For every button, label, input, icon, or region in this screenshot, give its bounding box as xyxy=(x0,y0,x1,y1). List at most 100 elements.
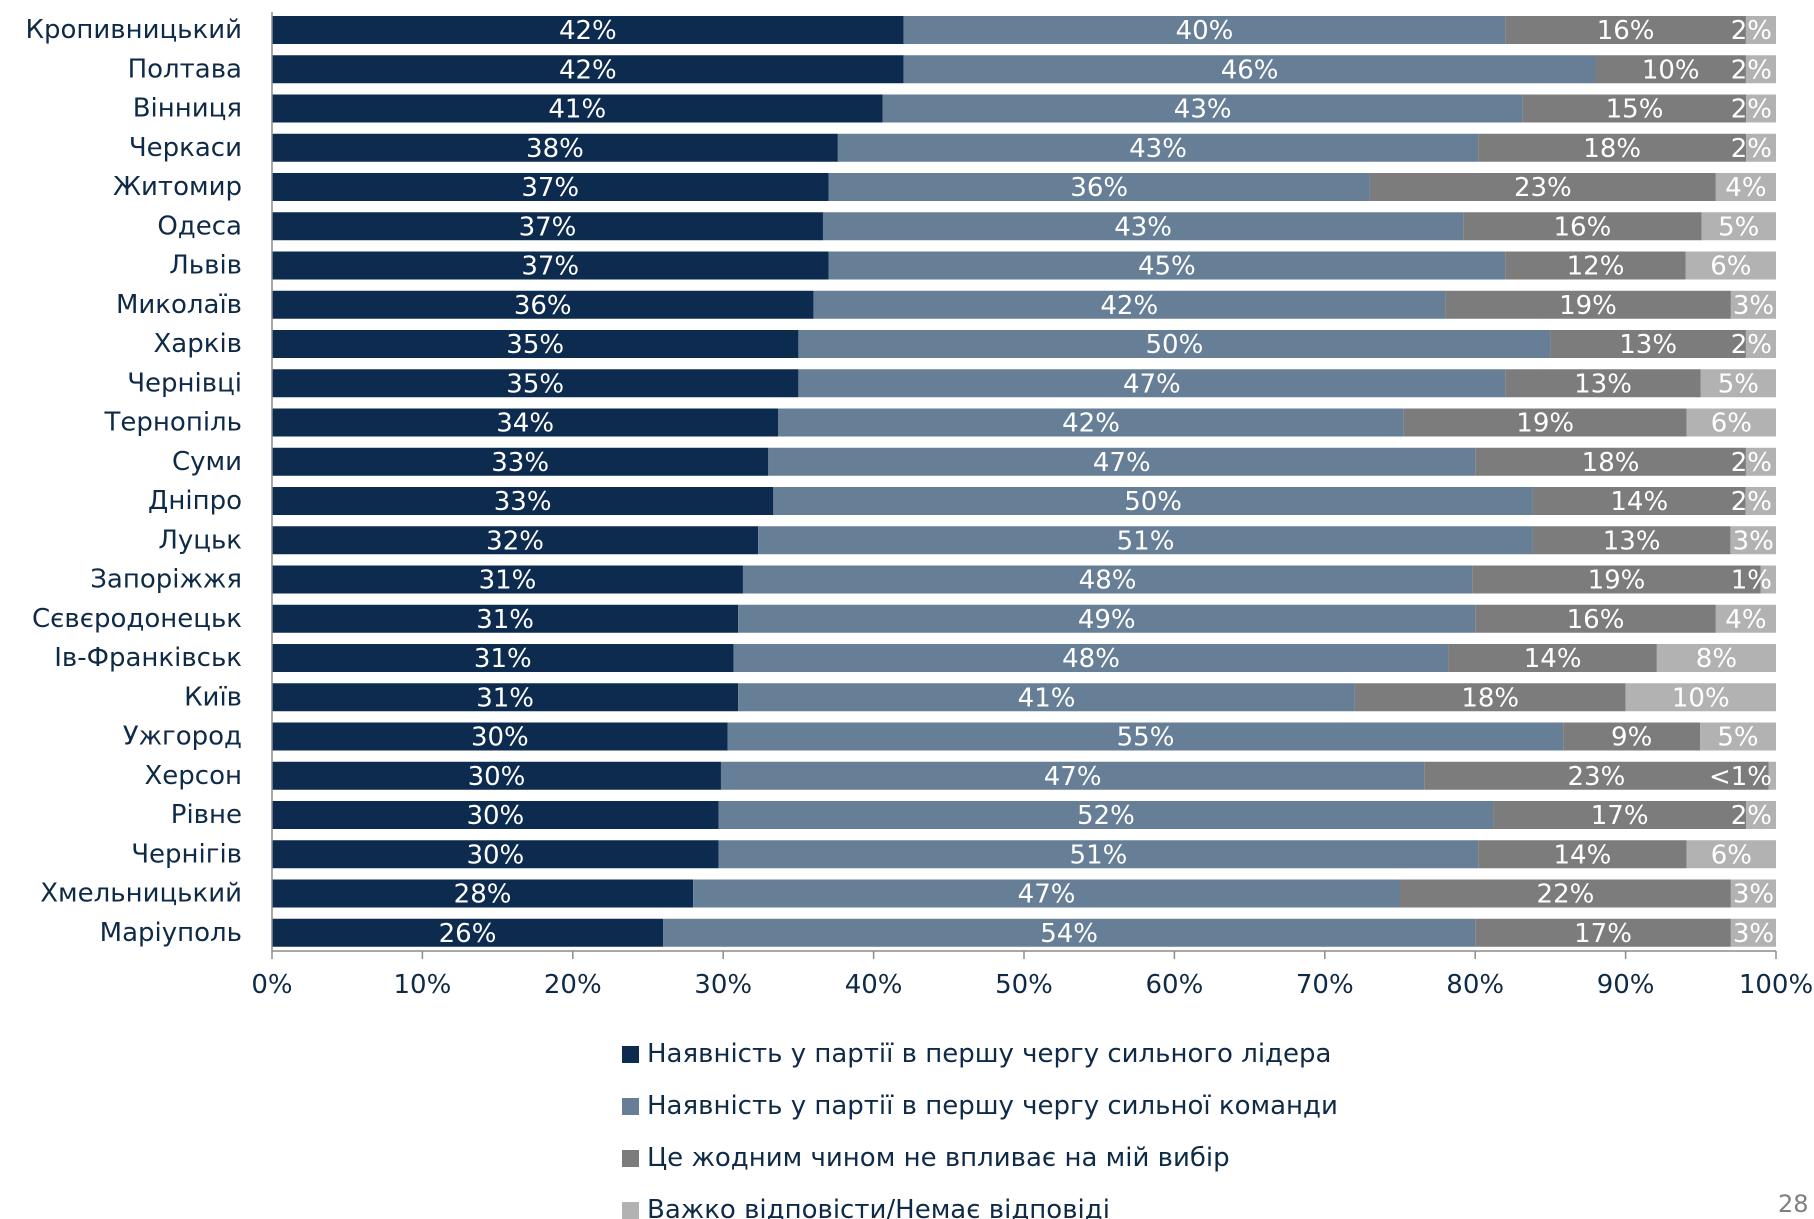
data-label: 19% xyxy=(1559,291,1617,321)
category-label: Рівне xyxy=(171,800,242,830)
bar-segment-team xyxy=(903,55,1596,84)
data-label: 41% xyxy=(548,95,606,125)
bar-segment-team xyxy=(773,487,1533,515)
legend-swatch-hard-to-answer xyxy=(622,1201,639,1219)
category-label: Миколаїв xyxy=(116,290,242,320)
data-label: 48% xyxy=(1062,644,1120,674)
bar-segment-no-influence xyxy=(1445,290,1731,319)
bar-segment-hard-to-answer xyxy=(1768,761,1776,790)
category-label: Херсон xyxy=(144,761,242,791)
bar-segment-no-influence xyxy=(1532,526,1731,555)
data-label: 2% xyxy=(1731,134,1772,164)
category-label: Чернівці xyxy=(127,368,242,398)
data-label: 4% xyxy=(1725,173,1766,203)
data-label: 23% xyxy=(1568,762,1626,792)
bar-segment-team xyxy=(798,369,1506,398)
bar-segment-no-influence xyxy=(1463,212,1702,241)
bar-segment-leader xyxy=(272,16,904,44)
data-label: 48% xyxy=(1079,566,1137,596)
data-label: 5% xyxy=(1717,723,1758,753)
bar-segment-hard-to-answer xyxy=(1700,722,1776,751)
data-label: 8% xyxy=(1696,644,1737,674)
data-label: 19% xyxy=(1588,566,1646,596)
bar-segment-hard-to-answer xyxy=(1700,369,1776,398)
data-label: 13% xyxy=(1574,369,1632,399)
legend-swatch-team xyxy=(622,1097,639,1115)
data-label: 42% xyxy=(559,16,617,46)
bar-segment-hard-to-answer xyxy=(1746,94,1776,123)
bar-segment-team xyxy=(882,94,1523,123)
data-label: 5% xyxy=(1718,212,1759,242)
data-label: 55% xyxy=(1117,723,1175,753)
data-label: 40% xyxy=(1176,16,1234,46)
bar-segment-leader xyxy=(272,447,769,476)
data-label: 22% xyxy=(1537,880,1595,910)
legend-swatch-leader xyxy=(622,1045,639,1063)
bar-segment-leader xyxy=(272,133,838,162)
bar-segment-no-influence xyxy=(1505,16,1746,44)
bar-segment-no-influence xyxy=(1472,565,1761,594)
bar-segment-no-influence xyxy=(1424,761,1769,790)
legend-item-team: Наявність у партії в першу чергу сильної… xyxy=(622,1080,1522,1132)
bar-segment-hard-to-answer xyxy=(1746,801,1776,829)
bar-segment-team xyxy=(718,801,1494,829)
bar-segment-leader xyxy=(272,290,814,319)
bar-segment-leader xyxy=(272,487,774,515)
bar-segment-hard-to-answer xyxy=(1701,212,1776,241)
bar-segment-team xyxy=(903,16,1506,44)
data-label: 36% xyxy=(1070,173,1128,203)
data-label: 34% xyxy=(496,409,554,439)
bar-segment-leader xyxy=(272,801,719,829)
category-label: Житомир xyxy=(113,172,242,202)
data-label: 14% xyxy=(1524,644,1582,674)
data-label: 6% xyxy=(1711,840,1752,870)
category-label: Вінниця xyxy=(133,94,242,124)
bar-segment-team xyxy=(778,408,1404,437)
bar-segment-team xyxy=(742,565,1473,594)
data-label: 10% xyxy=(1642,55,1700,85)
bar-segment-team xyxy=(828,251,1506,280)
bar-segment-hard-to-answer xyxy=(1686,408,1776,437)
bar-segment-no-influence xyxy=(1595,55,1746,84)
data-label: 3% xyxy=(1733,526,1774,556)
data-label: 5% xyxy=(1718,369,1759,399)
data-label: 33% xyxy=(491,448,549,478)
category-label: Ужгород xyxy=(123,722,242,752)
bar-segment-no-influence xyxy=(1369,173,1716,201)
bar-segment-hard-to-answer xyxy=(1745,55,1776,84)
x-tick-label: 100% xyxy=(1739,970,1813,1000)
data-label: 13% xyxy=(1603,526,1661,556)
data-label: 18% xyxy=(1583,134,1641,164)
category-label: Одеса xyxy=(157,211,242,241)
data-label: 13% xyxy=(1619,330,1677,360)
data-label: 37% xyxy=(519,212,577,242)
data-label: 41% xyxy=(1018,683,1076,713)
bar-segment-no-influence xyxy=(1403,408,1687,437)
bar-segment-no-influence xyxy=(1478,133,1747,162)
bar-segment-leader xyxy=(272,565,743,594)
bar-segment-leader xyxy=(272,212,823,241)
bar-segment-team xyxy=(738,604,1476,633)
category-label: Луцьк xyxy=(158,525,242,555)
bar-segment-hard-to-answer xyxy=(1745,487,1776,515)
data-label: 50% xyxy=(1124,487,1182,517)
data-label: 42% xyxy=(1100,291,1158,321)
bar-segment-leader xyxy=(272,526,759,555)
data-label: 47% xyxy=(1018,880,1076,910)
bar-segment-team xyxy=(768,447,1476,476)
category-label: Харків xyxy=(154,329,243,359)
data-label: 31% xyxy=(476,605,534,635)
x-tick-label: 30% xyxy=(694,970,752,1000)
bar-segment-team xyxy=(693,879,1400,908)
data-label: 31% xyxy=(476,683,534,713)
legend-label-hard-to-answer: Важко відповісти/Немає відповіді xyxy=(647,1195,1110,1219)
bar-segment-no-influence xyxy=(1550,330,1746,358)
category-label: Дніпро xyxy=(148,486,242,516)
data-label: 18% xyxy=(1582,448,1640,478)
bar-segment-no-influence xyxy=(1532,487,1746,515)
category-label: Ів-Франківськ xyxy=(54,643,242,673)
data-label: 2% xyxy=(1731,487,1772,517)
x-tick-label: 80% xyxy=(1446,970,1504,1000)
category-label: Чернігів xyxy=(131,839,242,869)
category-label: Львів xyxy=(169,251,242,281)
